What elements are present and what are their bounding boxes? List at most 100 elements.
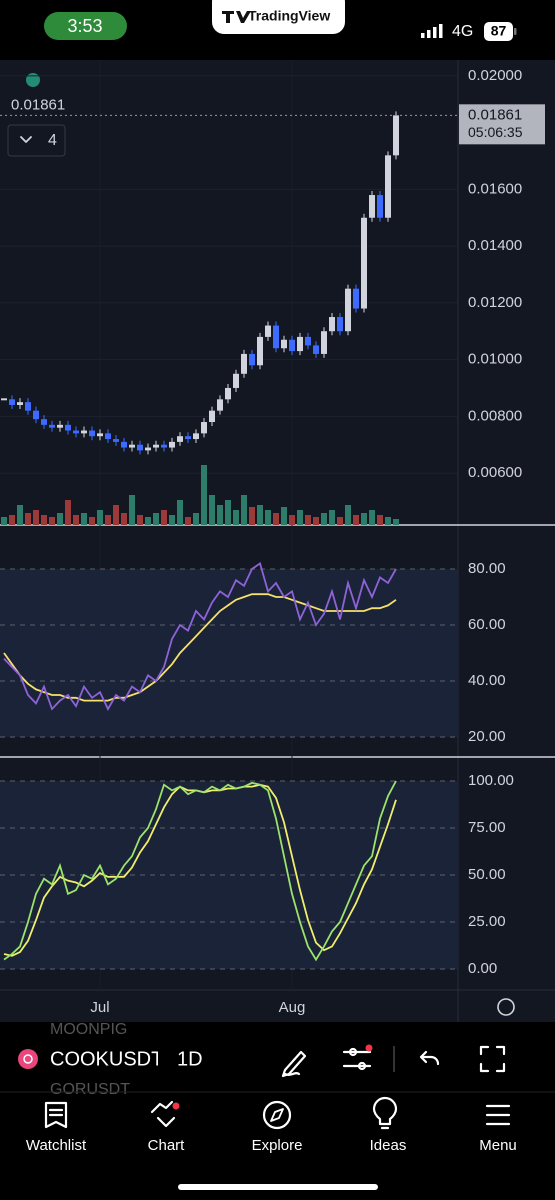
candle xyxy=(217,399,223,411)
volume-bar xyxy=(337,517,343,525)
volume-bar xyxy=(345,505,351,525)
indicator-toggle[interactable] xyxy=(7,124,66,157)
explore-icon[interactable] xyxy=(262,1100,292,1130)
volume-bar xyxy=(273,513,279,525)
status-time: 3:53 xyxy=(67,16,102,36)
y-tick-label: 80.00 xyxy=(468,560,506,577)
volume-bar xyxy=(241,495,247,525)
indicators-knob xyxy=(348,1047,358,1057)
live-dot xyxy=(26,73,40,87)
app-tab xyxy=(212,0,345,34)
candle xyxy=(313,345,319,354)
candle xyxy=(169,441,175,448)
candle xyxy=(177,436,183,442)
app-logo xyxy=(222,11,251,23)
candle xyxy=(65,424,71,431)
signal xyxy=(421,24,443,38)
symbol-icon-mark xyxy=(23,1054,33,1064)
volume-bar xyxy=(65,500,71,525)
countdown: 05:06:35 xyxy=(468,124,523,140)
symbol-icon xyxy=(18,1049,38,1069)
volume-bar xyxy=(201,465,207,525)
volume-bar xyxy=(145,517,151,525)
candle xyxy=(9,399,15,405)
volume-bar xyxy=(177,500,183,525)
app-name: TradingView xyxy=(248,8,330,24)
volume-bar xyxy=(329,510,335,525)
candle xyxy=(193,433,199,440)
nav-label: Watchlist xyxy=(26,1137,87,1154)
fullscreen-icon[interactable] xyxy=(479,1045,506,1073)
candle xyxy=(33,410,39,420)
candle xyxy=(57,424,63,428)
candle xyxy=(353,288,359,309)
settings-icon[interactable] xyxy=(497,998,515,1016)
chart-icon[interactable] xyxy=(150,1100,176,1128)
volume-bar xyxy=(225,500,231,525)
nav-label: Ideas xyxy=(370,1137,407,1154)
symbol[interactable]: COOKUSDT xyxy=(50,1048,163,1070)
volume-bar xyxy=(153,513,159,525)
y-tick-label: 0.00 xyxy=(468,960,497,977)
indicator-line xyxy=(3,561,397,711)
x-tick-label: Aug xyxy=(279,999,306,1016)
volume-bar xyxy=(57,513,63,525)
ideas-icon[interactable] xyxy=(372,1096,398,1130)
candle xyxy=(49,424,55,428)
volume-bar xyxy=(81,513,87,525)
candle xyxy=(185,436,191,440)
y-tick-label: 0.01000 xyxy=(468,351,522,368)
candle xyxy=(201,422,207,434)
volume-bar xyxy=(217,505,223,525)
ghost-symbols: MOONPIG GORUSDT xyxy=(50,1021,130,1098)
network: 4G xyxy=(452,23,473,40)
candle xyxy=(17,402,23,405)
volume-bar xyxy=(265,510,271,525)
candle xyxy=(153,444,159,448)
volume-bar xyxy=(249,507,255,525)
volume-bar xyxy=(281,507,287,525)
nav-label: Menu xyxy=(479,1137,517,1154)
candle xyxy=(81,430,87,434)
interval[interactable]: 1D xyxy=(177,1048,203,1070)
volume-bar xyxy=(305,515,311,525)
candle xyxy=(121,441,127,448)
volume-bar xyxy=(161,510,167,525)
y-tick-label: 0.01400 xyxy=(468,237,522,254)
indicators-knob xyxy=(357,1061,367,1071)
watchlist-icon[interactable] xyxy=(44,1101,68,1129)
undo-icon[interactable] xyxy=(419,1050,440,1066)
volume-bar xyxy=(97,510,103,525)
draw-icon[interactable] xyxy=(281,1050,307,1078)
volume-bar xyxy=(377,515,383,525)
volume-bar xyxy=(361,513,367,525)
candle xyxy=(265,325,271,337)
menu-icon[interactable] xyxy=(485,1104,511,1126)
candle xyxy=(1,398,7,401)
candle xyxy=(369,195,375,218)
volume-bar xyxy=(369,510,375,525)
band xyxy=(0,780,458,970)
y-tick-label: 100.00 xyxy=(468,772,514,789)
candle xyxy=(113,439,119,442)
y-tick-label: 0.00800 xyxy=(468,407,522,424)
candle xyxy=(377,195,383,218)
volume-bar xyxy=(297,510,303,525)
candle xyxy=(209,410,215,423)
candle xyxy=(257,336,263,366)
y-tick-label: 0.02000 xyxy=(468,67,522,84)
y-tick-label: 20.00 xyxy=(468,728,506,745)
nav-label: Explore xyxy=(252,1137,303,1154)
y-tick-label: 25.00 xyxy=(468,913,506,930)
volume-bar xyxy=(113,505,119,525)
volume-bar xyxy=(353,515,359,525)
volume-bar xyxy=(233,510,239,525)
candle xyxy=(345,288,351,332)
y-tick-label: 0.00600 xyxy=(468,464,522,481)
y-tick-label: 0.01600 xyxy=(468,180,522,197)
volume-bar xyxy=(1,517,7,525)
volume-bar xyxy=(193,513,199,525)
candle xyxy=(273,325,279,349)
ghost-symbol: GORUSDT xyxy=(50,1081,130,1098)
